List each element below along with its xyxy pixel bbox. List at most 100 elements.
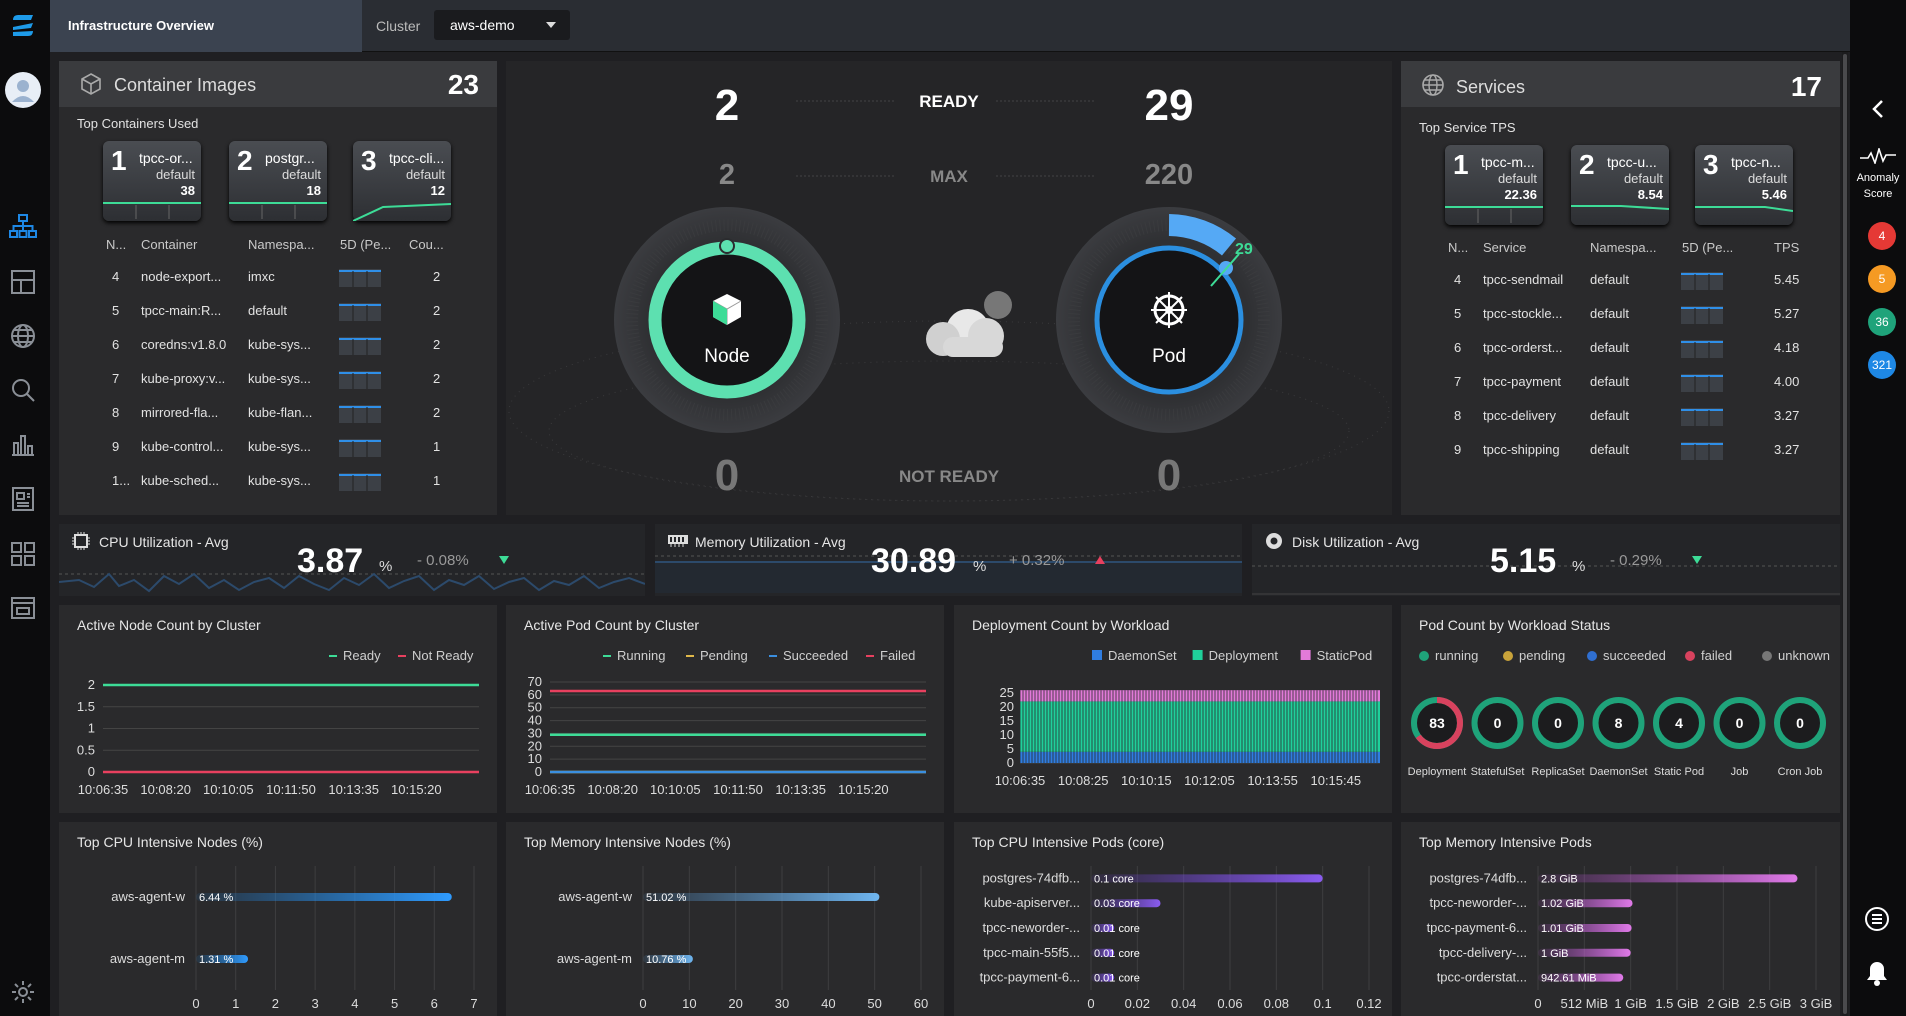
legend-label[interactable]: failed [1701, 648, 1732, 663]
legend-label[interactable]: Deployment [1209, 648, 1279, 663]
legend-label[interactable]: running [1435, 648, 1478, 663]
table-row[interactable]: 6 coredns:v1.8.0 kube-sys... 2 [59, 337, 489, 357]
bar-value-label: 51.02 % [646, 892, 687, 904]
window-icon[interactable] [9, 594, 37, 622]
topology-icon[interactable] [9, 212, 37, 240]
table-row[interactable]: 6 tpcc-orderst... default 4.18 [1401, 340, 1831, 360]
column-header[interactable]: TPS [1774, 240, 1800, 255]
legend-label[interactable]: Not Ready [412, 648, 474, 663]
top-container-card[interactable]: 3 tpcc-cli... default 12 [353, 141, 451, 221]
x-tick-label: 20 [728, 996, 742, 1011]
anomaly-count-badge[interactable]: 5 [1868, 265, 1896, 293]
column-header[interactable]: 5D (Pe... [1682, 240, 1734, 255]
table-row[interactable]: 5 tpcc-stockle... default 5.27 [1401, 306, 1831, 326]
card-namespace: default [281, 167, 321, 182]
vertical-scrollbar[interactable] [1842, 52, 1848, 1016]
anomaly-count-badge[interactable]: 4 [1868, 222, 1896, 250]
cell-service: tpcc-delivery [1483, 408, 1556, 423]
legend-label[interactable]: pending [1519, 648, 1565, 663]
ring-value: 4 [1675, 715, 1683, 731]
legend-label[interactable]: Running [617, 648, 665, 663]
bar[interactable] [1091, 924, 1115, 932]
table-row[interactable]: 7 kube-proxy:v... kube-sys... 2 [59, 371, 489, 391]
table-row[interactable]: 1... kube-sched... kube-sys... 1 [59, 473, 489, 493]
list-circle-icon[interactable] [1864, 906, 1890, 932]
bar-chart-icon[interactable] [9, 430, 37, 458]
column-header[interactable]: N... [106, 237, 127, 252]
legend-label[interactable]: Failed [880, 648, 915, 663]
column-header[interactable]: Cou... [409, 237, 444, 252]
report-icon[interactable] [9, 485, 37, 513]
notification-bell-icon[interactable] [1865, 960, 1889, 986]
column-header[interactable]: 5D (Pe... [340, 237, 392, 252]
bar[interactable] [196, 955, 249, 963]
status-ring[interactable] [1532, 697, 1584, 749]
left-navigation-rail [0, 0, 50, 1016]
bar[interactable] [1091, 948, 1115, 957]
legend-label[interactable]: Succeeded [783, 648, 848, 663]
layout-icon[interactable] [9, 268, 37, 296]
column-header[interactable]: Service [1483, 240, 1527, 255]
bar[interactable] [1538, 899, 1633, 908]
settings-gear-icon[interactable] [9, 978, 37, 1006]
column-header[interactable]: Namespa... [248, 237, 315, 252]
status-ring[interactable] [1471, 697, 1524, 749]
chevron-left-icon[interactable] [1872, 100, 1884, 118]
table-row[interactable]: 9 tpcc-shipping default 3.27 [1401, 442, 1831, 462]
legend-label[interactable]: Pending [700, 648, 748, 663]
bar[interactable] [1538, 924, 1632, 932]
card-namespace: default [1497, 171, 1537, 186]
top-service-card[interactable]: 1 tpcc-m... default 22.36 [1445, 145, 1543, 225]
table-row[interactable]: 8 mirrored-fla... kube-flan... 2 [59, 405, 489, 425]
node-label[interactable]: Node [704, 346, 750, 367]
bar[interactable] [1538, 948, 1631, 957]
status-ring[interactable] [1774, 697, 1826, 749]
bar[interactable] [643, 955, 693, 963]
user-avatar[interactable] [5, 72, 41, 108]
x-tick-label: 10:08:20 [587, 782, 638, 797]
status-ring[interactable] [1592, 697, 1645, 749]
bar[interactable] [1538, 874, 1798, 883]
app-logo-icon[interactable] [10, 12, 36, 38]
table-row[interactable]: 5 tpcc-main:R... default 2 [59, 303, 489, 323]
scrollbar-thumb[interactable] [1843, 54, 1847, 1014]
table-row[interactable]: 7 tpcc-payment default 4.00 [1401, 374, 1831, 394]
status-ring[interactable] [1653, 697, 1705, 749]
x-tick-label: 5 [391, 996, 398, 1011]
table-row[interactable]: 4 node-export... imxc 2 [59, 269, 489, 289]
table-row[interactable]: 8 tpcc-delivery default 3.27 [1401, 408, 1831, 428]
bar[interactable] [1538, 973, 1624, 982]
top-container-card[interactable]: 1 tpcc-or... default 38 [103, 141, 201, 221]
legend-label[interactable]: DaemonSet [1108, 648, 1177, 663]
legend-label[interactable]: StaticPod [1317, 648, 1373, 663]
column-header[interactable]: N... [1448, 240, 1469, 255]
pod-count-by-status-chart: running pending succeeded failed unknown 83 De… [1408, 648, 1830, 778]
top-service-card[interactable]: 2 tpcc-u... default 8.54 [1571, 145, 1669, 225]
top-service-card[interactable]: 3 tpcc-n... default 5.46 [1695, 145, 1793, 225]
bar[interactable] [643, 893, 880, 901]
dashboard-grid-icon[interactable] [9, 540, 37, 568]
search-icon[interactable] [9, 376, 37, 404]
anomaly-pulse-icon[interactable] [1860, 148, 1896, 164]
globe-icon[interactable] [9, 322, 37, 350]
pod-label[interactable]: Pod [1152, 346, 1186, 367]
x-tick-label: 10:08:25 [1058, 773, 1109, 788]
bar[interactable] [1091, 973, 1115, 982]
bar[interactable] [196, 893, 452, 901]
column-header[interactable]: Container [141, 237, 198, 252]
table-row[interactable]: 4 tpcc-sendmail default 5.45 [1401, 272, 1831, 292]
anomaly-count-badge[interactable]: 36 [1868, 308, 1896, 336]
cell-container: tpcc-main:R... [141, 303, 222, 318]
column-header[interactable]: Namespa... [1590, 240, 1657, 255]
bar[interactable] [1091, 874, 1323, 883]
bar[interactable] [1091, 899, 1161, 908]
legend-label[interactable]: succeeded [1603, 648, 1666, 663]
status-ring[interactable] [1713, 697, 1766, 749]
table-row[interactable]: 9 kube-control... kube-sys... 1 [59, 439, 489, 459]
legend-label[interactable]: unknown [1778, 648, 1830, 663]
y-tick-label: 0 [88, 764, 95, 779]
legend-label[interactable]: Ready [343, 648, 381, 663]
cluster-select[interactable]: aws-demo [434, 10, 570, 40]
anomaly-count-badge[interactable]: 321 [1868, 351, 1896, 379]
top-container-card[interactable]: 2 postgr... default 18 [229, 141, 327, 221]
